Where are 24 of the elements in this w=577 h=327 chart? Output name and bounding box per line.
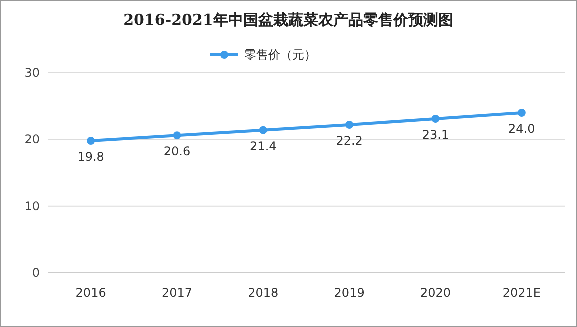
- text: 21.4: [250, 139, 277, 154]
- point: [87, 137, 96, 145]
- x-tick-label: 2020: [420, 286, 452, 300]
- x-tick-label: 2019: [334, 286, 365, 300]
- x-tick-label: 2017: [162, 286, 193, 300]
- text: 20.6: [164, 144, 191, 159]
- text: 23.1: [422, 128, 450, 142]
- point: [518, 109, 526, 117]
- y-tick-label: 10: [24, 199, 40, 214]
- point: [259, 126, 268, 134]
- y-tick-label: 0: [32, 266, 40, 280]
- legend-label: 零售价（元）: [244, 48, 316, 62]
- text: 22.2: [336, 134, 363, 148]
- point: [346, 121, 354, 129]
- point: [432, 115, 440, 123]
- text: 19.8: [78, 150, 104, 164]
- y-tick-label: 20: [24, 132, 40, 147]
- x-tick-label: 2021E: [502, 286, 541, 300]
- y-tick-label: 30: [24, 66, 40, 80]
- text: 24.0: [508, 122, 536, 136]
- chart-title: 2016-2021年中国盆栽蔬菜农产品零售价预测图: [124, 11, 454, 29]
- point: [173, 132, 182, 140]
- x-tick-label: 2018: [248, 286, 279, 300]
- x-tick-label: 2016: [76, 286, 106, 300]
